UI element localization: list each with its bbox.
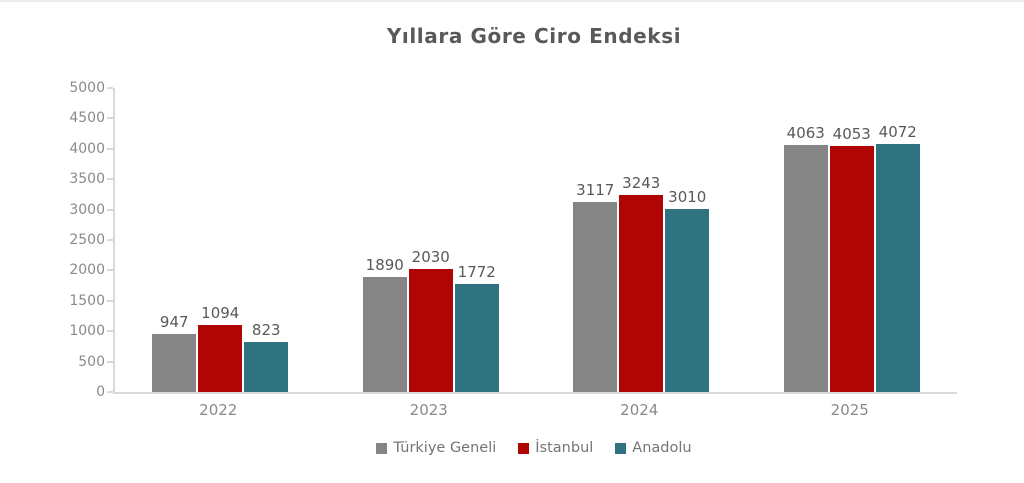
bar-value-label: 4053 [832,125,871,143]
bar-group-2025: 4063 4053 4072 [747,88,958,392]
y-tick-mark [107,239,113,241]
plot-area: 947 1094 823 1890 2030 1772 3117 3243 3010 4063 40… [107,87,957,394]
bar-value-label: 4063 [786,124,825,142]
y-tick-mark [107,299,113,302]
y-tick-label-2500: 2500 [69,232,105,248]
legend-label: Anadolu [632,440,692,456]
bar-istanbul-2022: 1094 [198,304,243,392]
bar-value-label: 1772 [457,263,496,281]
y-tick-label-5000: 5000 [69,80,105,96]
legend-item-istanbul: İstanbul [518,440,593,456]
legend-label: İstanbul [535,440,594,456]
y-tick-mark [107,147,113,150]
bar-turkiye-geneli-2025: 4063 [783,124,828,392]
y-tick-label-3000: 3000 [69,201,105,218]
bar-turkiye-geneli-2022: 947 [152,313,197,392]
y-tick-label-0: 0 [96,384,105,400]
bar-istanbul-2024: 3243 [619,174,664,392]
bar-value-label: 1890 [365,256,404,274]
y-tick-label-4000: 4000 [69,140,105,157]
y-tick-mark [107,269,113,272]
bar-value-label: 3010 [668,188,707,206]
y-tick-mark [107,360,113,363]
bar-value-label: 823 [251,321,281,339]
bar-turkiye-geneli-2023: 1890 [362,256,407,392]
bar-groups: 947 1094 823 1890 2030 1772 3117 3243 3010 4063 40… [115,88,957,392]
bar-group-2024: 3117 3243 3010 [536,88,747,392]
y-tick-label-1500: 1500 [69,292,105,309]
legend-marker-icon [615,442,627,454]
legend-item-anadolu: Anadolu [615,440,692,456]
x-tick-label-2025: 2025 [830,401,869,419]
bar-istanbul-2025: 4053 [829,125,874,392]
legend-marker-icon [376,442,388,454]
y-tick-mark [107,208,113,211]
legend: Türkiye Geneli İstanbul Anadolu [113,440,955,456]
y-tick-mark [107,178,113,181]
y-tick-mark [107,391,113,393]
bar-istanbul-2023: 2030 [408,248,453,392]
bar-anadolu-2024: 3010 [665,188,710,392]
y-tick-mark [107,117,113,120]
bar-value-label: 1094 [201,304,240,322]
x-tick-label-2024: 2024 [620,401,659,419]
bar-anadolu-2022: 823 [244,321,289,392]
bar-value-label: 2030 [411,248,450,266]
y-tick-label-3500: 3500 [69,171,105,188]
y-tick-label-1000: 1000 [69,323,105,340]
bar-group-2022: 947 1094 823 [115,88,326,392]
bar-anadolu-2025: 4072 [875,123,920,392]
y-tick-mark [107,87,113,89]
y-tick-label-4500: 4500 [69,110,105,127]
legend-label: Türkiye Geneli [393,440,497,456]
x-axis: 2022 2023 2024 2025 [113,401,955,419]
bar-value-label: 3117 [576,181,615,199]
y-axis: 0 500 1000 1500 2000 2500 3000 3500 4000 4500 5000 [0,80,105,400]
legend-item-turkiye-geneli: Türkiye Geneli [376,440,496,456]
y-tick-label-500: 500 [78,353,105,370]
bar-group-2023: 1890 2030 1772 [326,88,537,392]
x-tick-label-2022: 2022 [199,401,238,419]
bar-value-label: 3243 [622,174,661,192]
bar-value-label: 4072 [878,123,917,141]
chart-title: Yıllara Göre Ciro Endeksi [386,24,682,48]
bar-turkiye-geneli-2024: 3117 [573,181,618,392]
bar-value-label: 947 [159,313,189,331]
bar-anadolu-2023: 1772 [454,263,499,392]
y-tick-label-2000: 2000 [69,262,105,279]
legend-marker-icon [518,442,530,454]
x-tick-label-2023: 2023 [409,401,448,419]
y-tick-mark [107,330,113,333]
